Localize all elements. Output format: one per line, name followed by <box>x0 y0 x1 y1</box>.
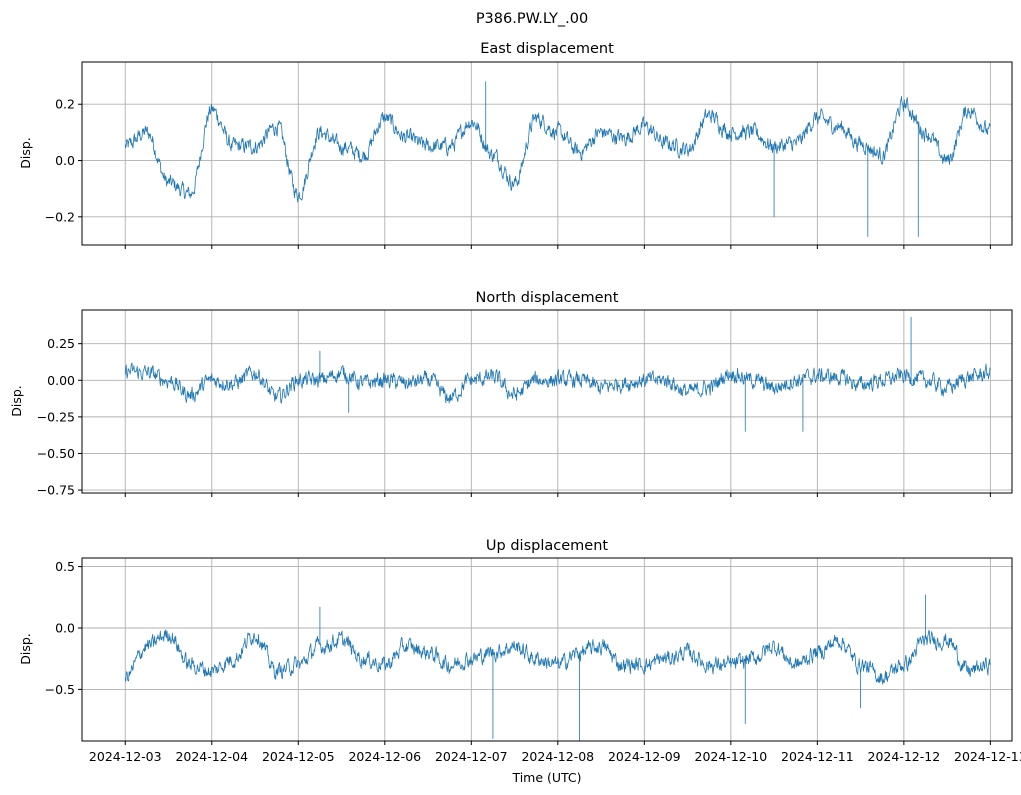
up-xtick-label: 2024-12-13 <box>954 749 1021 764</box>
north-plot-frame <box>81 309 1013 494</box>
up-ylabel: Disp. <box>18 633 33 665</box>
up-xtick-label: 2024-12-11 <box>781 749 854 764</box>
east-grid <box>82 62 1012 245</box>
figure-suptitle: P386.PW.LY_.00 <box>476 11 588 27</box>
north-ytick-label: −0.25 <box>37 409 75 424</box>
north-ytick-label: 0.00 <box>47 373 75 388</box>
up-ytick-label: −0.5 <box>45 682 75 697</box>
up-xtick-label: 2024-12-10 <box>695 749 768 764</box>
east-y-ticks: −0.2 0.0 0.2 <box>45 97 82 224</box>
up-xtick-label: 2024-12-05 <box>262 749 335 764</box>
up-plot-frame <box>81 557 1013 742</box>
up-panel-title: Up displacement <box>486 538 608 554</box>
north-ytick-label: −0.50 <box>37 446 75 461</box>
north-ylabel: Disp. <box>9 385 24 417</box>
north-panel: North displacement −0.75 −0.50 −0.25 0.00 0.… <box>9 290 1013 498</box>
up-xtick-label: 2024-12-06 <box>348 749 421 764</box>
north-grid <box>82 310 1012 493</box>
up-xtick-label: 2024-12-12 <box>868 749 941 764</box>
up-x-ticks: 2024-12-03 2024-12-04 2024-12-05 2024-12-06… <box>89 741 1021 764</box>
east-ytick-label: 0.2 <box>55 97 75 112</box>
north-series-line <box>124 316 991 432</box>
up-xtick-label: 2024-12-09 <box>608 749 681 764</box>
east-plot-frame <box>81 61 1013 246</box>
x-axis-label: Time (UTC) <box>511 770 581 785</box>
up-series-line <box>124 594 991 742</box>
north-panel-title: North displacement <box>476 290 619 306</box>
up-y-ticks: −0.5 0.0 0.5 <box>45 559 82 697</box>
up-panel: Up displacement −0.50.00.5 2024-12-03 202… <box>18 538 1021 764</box>
east-ylabel: Disp. <box>18 137 33 169</box>
north-ytick-label: 0.25 <box>47 336 75 351</box>
up-xtick-label: 2024-12-03 <box>89 749 162 764</box>
up-xtick-label: 2024-12-04 <box>175 749 248 764</box>
east-panel-title: East displacement <box>480 41 614 57</box>
north-ytick-label: −0.75 <box>37 483 75 498</box>
north-y-ticks: −0.75 −0.50 −0.25 0.00 0.25 <box>37 336 82 498</box>
up-xtick-label: 2024-12-08 <box>521 749 594 764</box>
up-xtick-label: 2024-12-07 <box>435 749 508 764</box>
east-x-ticks <box>124 245 991 249</box>
east-series-line <box>124 81 991 237</box>
up-ytick-label: 0.0 <box>55 621 75 636</box>
up-grid <box>82 558 1012 741</box>
east-ytick-label: −0.2 <box>45 209 75 224</box>
east-ytick-label: 0.0 <box>55 153 75 168</box>
up-ytick-label: 0.5 <box>55 559 75 574</box>
north-x-ticks <box>124 493 991 497</box>
east-panel: East displacement −0.2 0.0 0.2 Disp. <box>18 41 1013 249</box>
